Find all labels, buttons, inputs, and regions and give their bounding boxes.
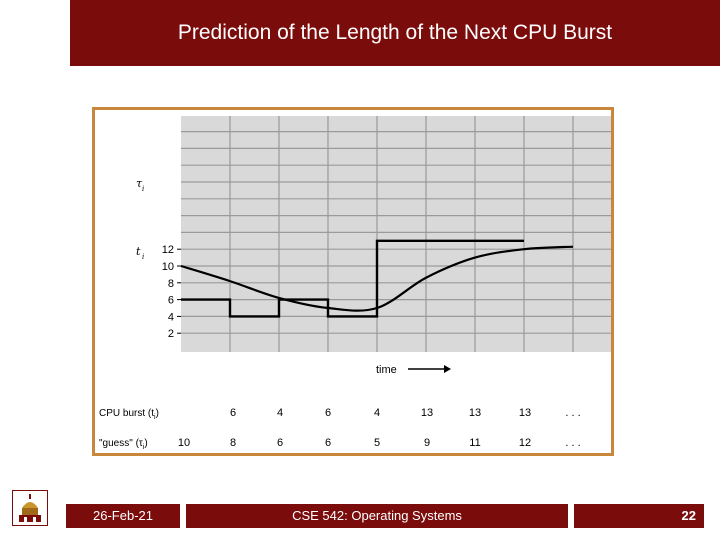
university-logo xyxy=(12,490,48,526)
y-tick-label: 8 xyxy=(168,278,174,290)
table-cell: 13 xyxy=(469,407,481,419)
table-cell: . . . xyxy=(565,407,580,419)
y-tick-label: 2 xyxy=(168,328,174,340)
y-tick-label: 6 xyxy=(168,295,174,307)
y-tick-label: 4 xyxy=(168,311,174,323)
y-tick-label: 10 xyxy=(162,261,174,273)
dome-icon xyxy=(19,494,41,522)
table-row-label: "guess" (τi) xyxy=(99,438,148,451)
time-arrow-head xyxy=(444,365,451,373)
table-cell: 6 xyxy=(325,437,331,449)
table-cell: 4 xyxy=(277,407,283,419)
table-cell: 5 xyxy=(374,437,380,449)
footer-date: 26-Feb-21 xyxy=(66,504,180,528)
table-cell: 12 xyxy=(519,437,531,449)
plot-area xyxy=(181,116,611,352)
table-cell: 6 xyxy=(230,407,236,419)
table-cell: 6 xyxy=(277,437,283,449)
table-cell: 13 xyxy=(519,407,531,419)
y-tick-label: 12 xyxy=(162,244,174,256)
table-cell: 13 xyxy=(421,407,433,419)
table-row-label: CPU burst (ti) xyxy=(99,408,159,421)
table-cell: 6 xyxy=(325,407,331,419)
slide-title: Prediction of the Length of the Next CPU… xyxy=(70,0,720,66)
series-smooth-curve-tau xyxy=(180,245,574,312)
table-cell: 10 xyxy=(178,437,190,449)
footer-course-name: CSE 542: Operating Systems xyxy=(186,504,568,528)
table-cell: 8 xyxy=(230,437,236,449)
table-cell: 11 xyxy=(469,437,480,449)
x-axis-label: time xyxy=(376,364,397,376)
table-cell: 4 xyxy=(374,407,380,419)
series-label-subscript: i xyxy=(142,253,144,261)
series-label-subscript: i xyxy=(142,185,144,193)
series-label: t xyxy=(136,245,141,258)
table-cell: 9 xyxy=(424,437,430,449)
series-label: τ xyxy=(136,177,143,190)
footer-page-number: 22 xyxy=(574,504,704,528)
table-cell: . . . xyxy=(565,437,580,449)
